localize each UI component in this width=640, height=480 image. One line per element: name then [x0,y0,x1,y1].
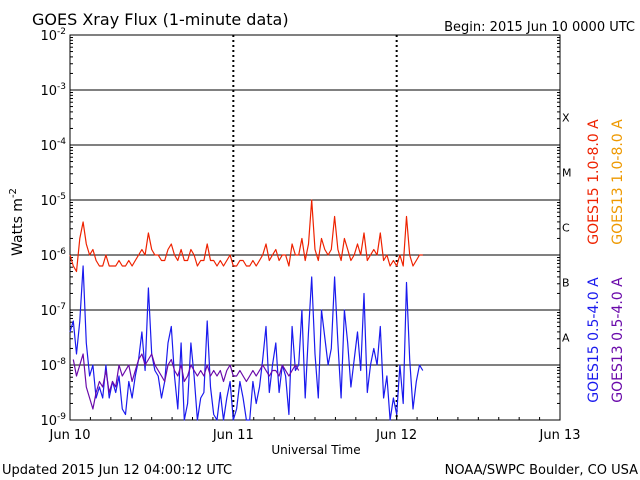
x-axis: Jun 10 Jun 11 Jun 12 Jun 13 [49,412,581,443]
y-tick-exponent: -5 [57,192,66,202]
y-tick-label: 10-6 [40,247,66,264]
begin-time: Begin: 2015 Jun 10 0000 UTC [444,20,635,35]
y-tick-exponent: -8 [57,357,66,367]
legend: GOES15 1.0-8.0 A GOES13 1.0-8.0 A GOES15 0… [586,119,626,403]
y-tick-base: 10 [40,84,57,99]
x-tick-label: Jun 12 [375,428,417,443]
y-tick-base: 10 [40,414,57,429]
credit: NOAA/SWPC Boulder, CO USA [445,463,638,478]
plot-area [69,34,561,421]
flare-class-label: B [562,277,570,290]
legend-entry: GOES15 0.5-4.0 A [586,277,602,403]
y-tick-label: 10-8 [40,357,66,374]
y-tick-exponent: -7 [57,302,66,312]
flare-class-labels: A B C M X [562,112,572,345]
flare-class-label: X [562,112,570,125]
y-tick-exponent: -2 [57,27,66,37]
flare-class-label: M [562,167,572,180]
chart-title: GOES Xray Flux (1-minute data) [32,10,289,29]
x-tick-label: Jun 13 [539,428,581,443]
flare-class-label: A [562,332,570,345]
y-tick-base: 10 [40,29,57,44]
y-tick-label: 10-3 [40,82,66,99]
series-layer [69,199,424,421]
legend-entry: GOES13 0.5-4.0 A [610,277,626,403]
y-tick-base: 10 [40,194,57,209]
y-tick-label: 10-9 [40,412,66,429]
y-axis-label-sup: -2 [8,188,19,198]
x-tick-label: Jun 11 [212,428,254,443]
y-tick-base: 10 [40,139,57,154]
y-tick-exponent: -6 [57,247,66,257]
series-line [69,265,424,421]
legend-entry: GOES15 1.0-8.0 A [586,119,602,245]
y-axis: 10-910-810-710-610-510-410-310-2 [40,27,560,429]
y-tick-label: 10-4 [40,137,66,154]
x-axis-label: Universal Time [271,443,360,457]
plot-frame [69,34,561,421]
y-axis-label-text: Watts m [10,198,26,256]
y-tick-exponent: -3 [57,82,66,92]
x-tick-label: Jun 10 [49,428,91,443]
flare-class-label: C [562,222,570,235]
y-tick-base: 10 [40,249,57,264]
y-tick-label: 10-2 [40,27,66,44]
y-tick-base: 10 [40,359,57,374]
series-line [69,199,423,273]
series-line [72,353,300,410]
y-tick-label: 10-7 [40,302,66,319]
y-axis-label: Watts m-2 [8,188,26,256]
y-tick-label: 10-5 [40,192,66,209]
y-tick-base: 10 [40,304,57,319]
updated-time: Updated 2015 Jun 12 04:00:12 UTC [2,463,232,478]
y-tick-exponent: -4 [57,137,66,147]
y-tick-exponent: -9 [57,412,66,422]
legend-entry: GOES13 1.0-8.0 A [610,119,626,245]
